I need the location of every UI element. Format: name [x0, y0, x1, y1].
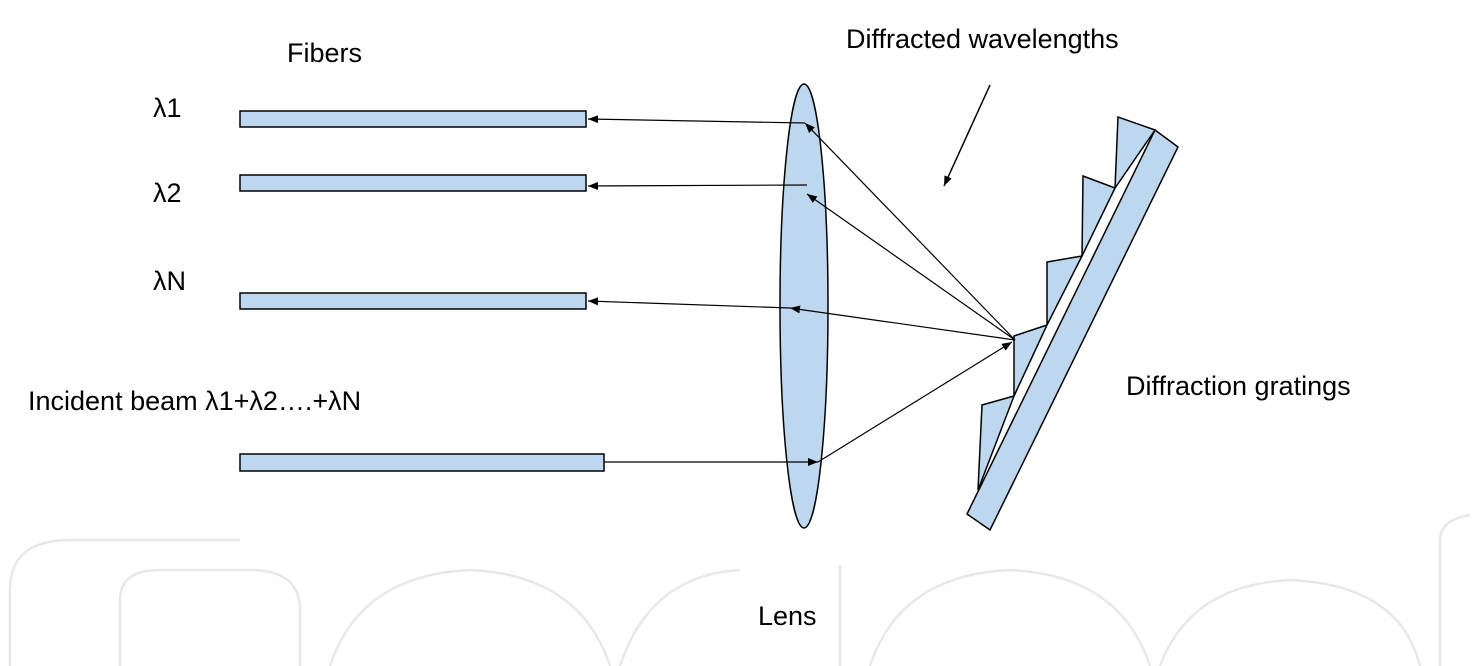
fibers-label: Fibers: [287, 38, 362, 68]
lambdaN-label: λN: [153, 266, 186, 296]
fiber-incident-beam: [239, 453, 605, 472]
lambda2-label: λ2: [153, 178, 182, 208]
diffracted-rays: [789, 122, 1016, 341]
diffracted-wavelengths-pointer: [943, 84, 991, 187]
diffraction-gratings-label: Diffraction gratings: [1126, 371, 1351, 401]
fiber-lambda1: [239, 110, 587, 128]
focused-rays: [587, 115, 808, 309]
fiber-lambdaN: [239, 292, 587, 310]
incident-light-path: [604, 341, 1013, 466]
incident-beam-label: Incident beam λ1+λ2….+λN: [28, 386, 361, 416]
fiber-lambda2: [239, 174, 587, 192]
grating-teeth: [977, 115, 1157, 491]
background-watermark: [8, 513, 1471, 666]
lens-label: Lens: [758, 601, 817, 631]
diffracted-wavelengths-label: Diffracted wavelengths: [846, 24, 1119, 54]
diffraction-grating-plate: [966, 128, 1179, 532]
lambda1-label: λ1: [153, 93, 182, 123]
